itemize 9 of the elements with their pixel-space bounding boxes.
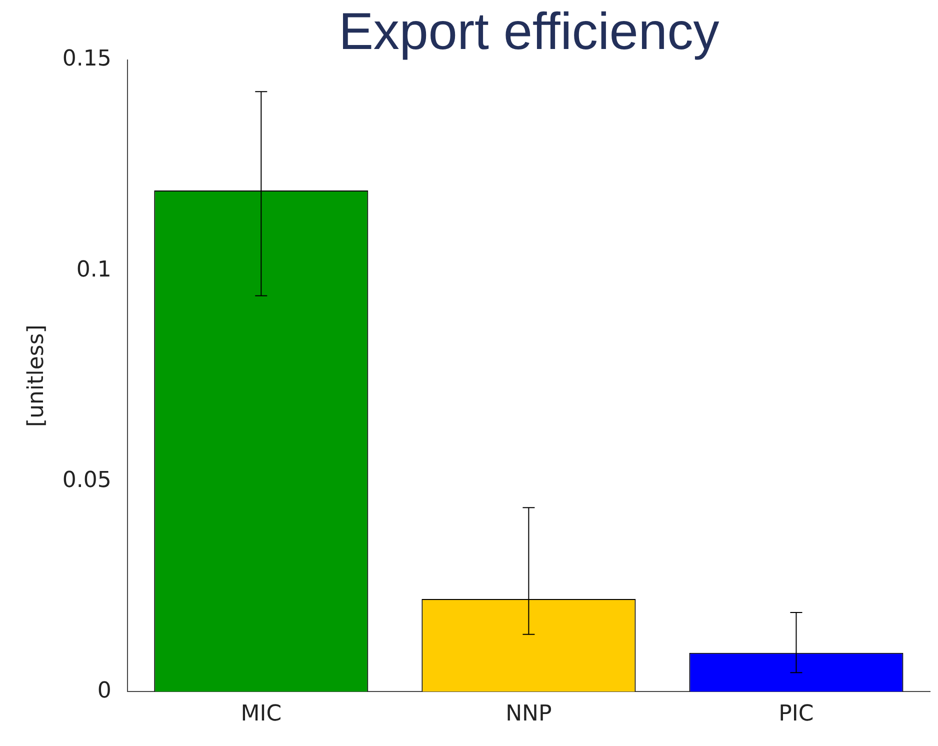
x-tick-label: NNP [506, 702, 552, 727]
y-tick-label: 0.05 [62, 468, 112, 493]
x-tick-label: MIC [240, 702, 282, 727]
x-tick-label: PIC [778, 702, 814, 727]
y-axis-title: [unitless] [24, 324, 49, 427]
y-tick-label: 0.1 [76, 257, 112, 282]
y-tick-label: 0.15 [62, 46, 112, 72]
y-tick-label: 0 [97, 678, 112, 704]
chart-title: Export efficiency [338, 3, 720, 61]
